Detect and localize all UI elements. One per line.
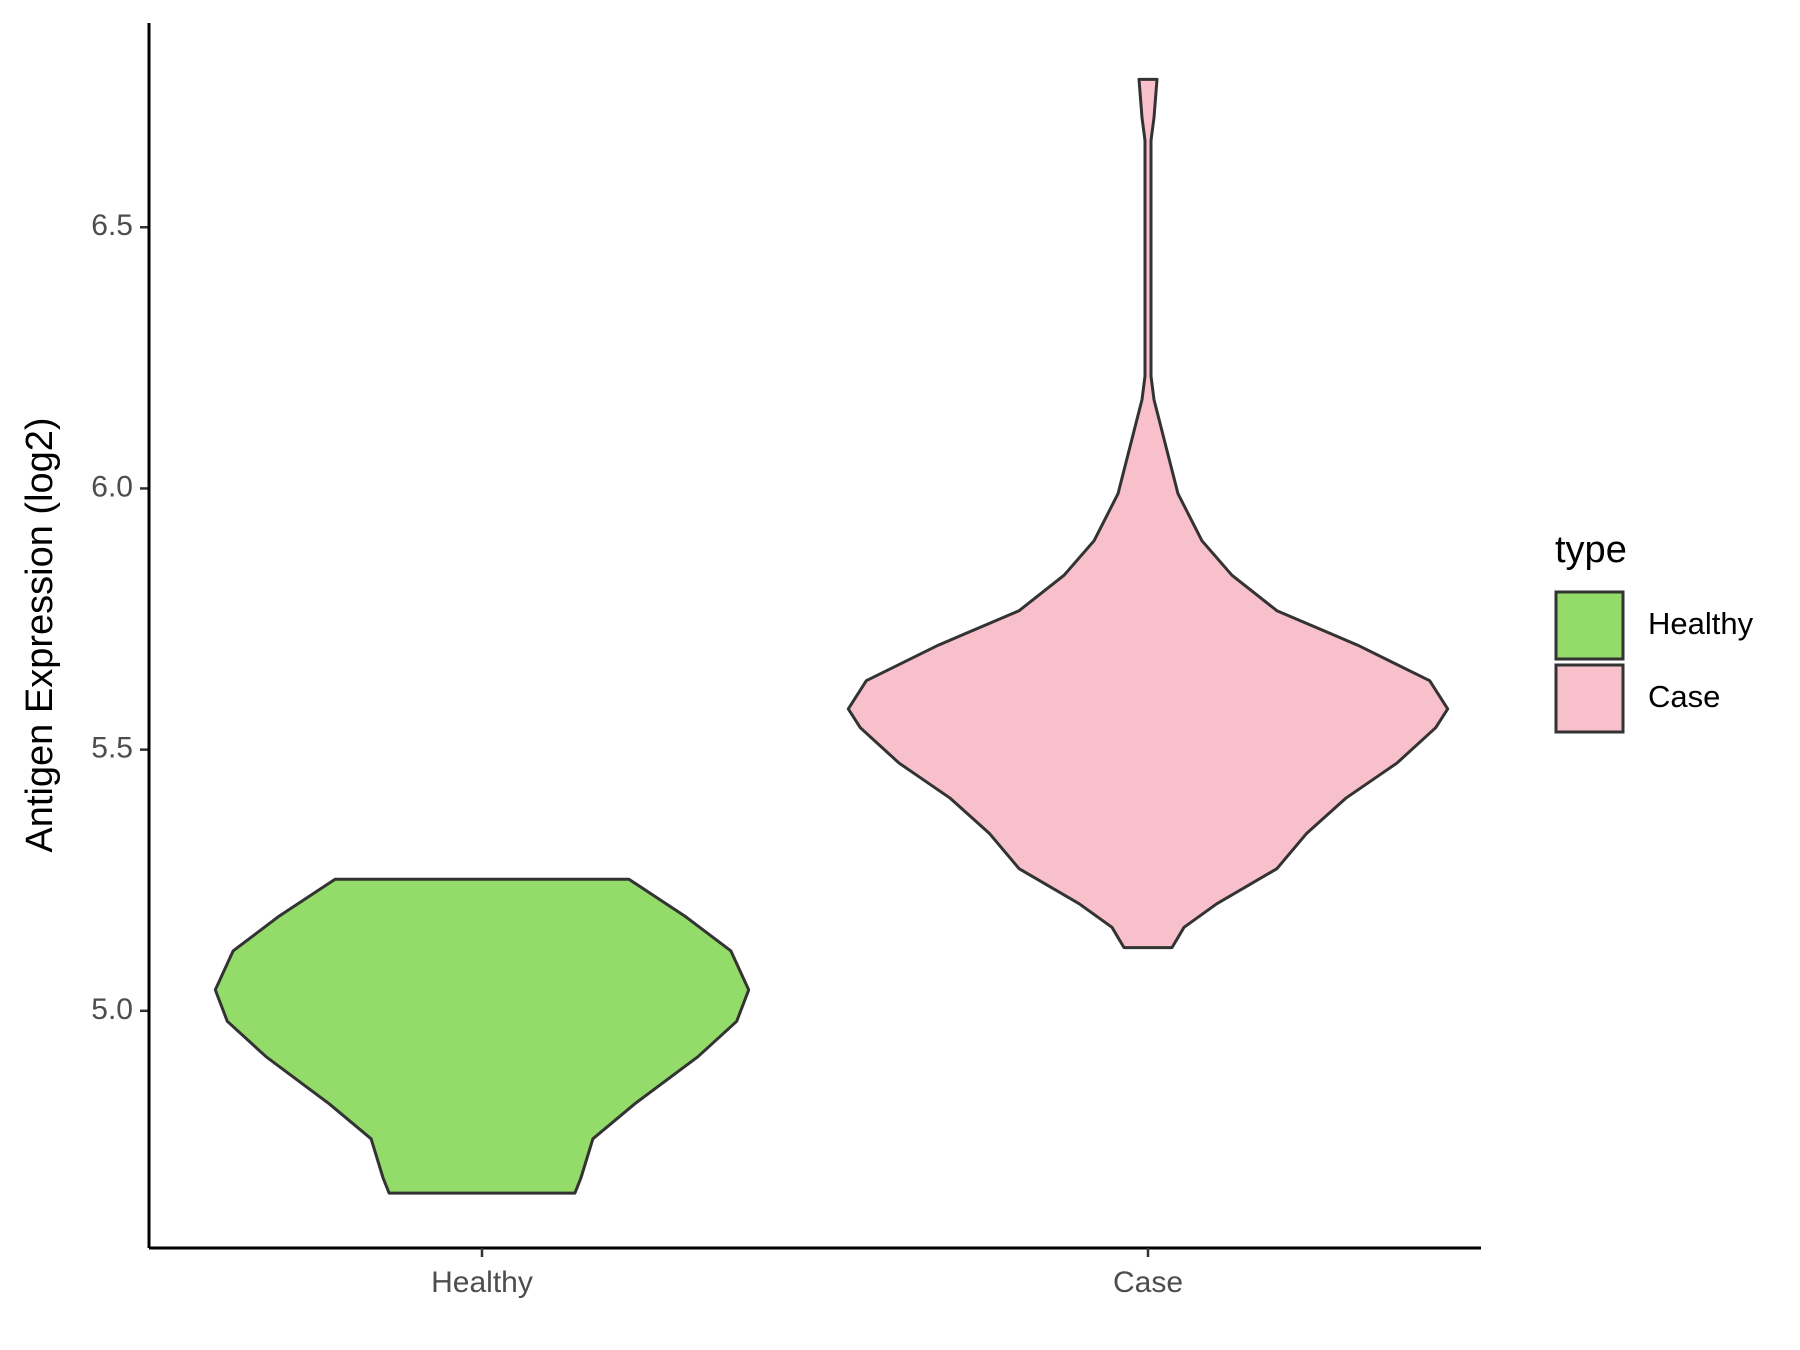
violin [846,77,1450,950]
violin [213,877,751,1195]
x-tick-label: Healthy [431,1266,533,1299]
y-tick-label: 5.0 [91,993,133,1026]
legend-title: type [1555,529,1627,571]
legend-label: Case [1648,679,1720,714]
legend-label: Healthy [1648,606,1754,641]
legend-key [1554,663,1625,734]
x-tick-label: Case [1113,1266,1183,1299]
y-tick-label: 5.5 [91,732,133,765]
y-tick-label: 6.5 [91,209,133,242]
legend-key [1554,590,1625,661]
y-tick-label: 6.0 [91,470,133,503]
y-axis-title: Antigen Expression (log2) [19,417,61,852]
